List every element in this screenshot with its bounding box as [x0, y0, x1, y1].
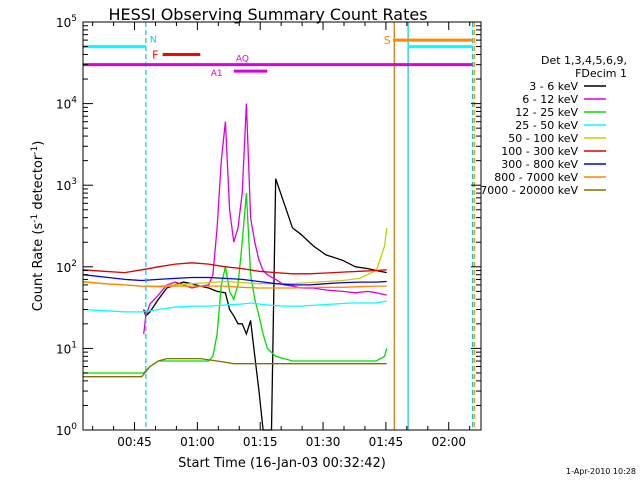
legend-entry-label: 25 - 50 keV [515, 119, 578, 132]
timestamp-footer: 1-Apr-2010 10:28 [566, 467, 636, 476]
x-tick-label: 01:45 [369, 435, 404, 449]
x-tick-label: 01:30 [306, 435, 341, 449]
series-line-7 [82, 274, 387, 286]
x-tick-label: 02:00 [431, 435, 466, 449]
series-line-2 [143, 103, 387, 335]
x-axis: 00:45 01:00 01:15 01:30 01:45 02:00 [92, 22, 471, 449]
plot-frame [82, 21, 482, 431]
overlay-layer: NF AQ A1 S [83, 22, 475, 430]
state-label-a1: A1 [211, 69, 223, 79]
chart-title: HESSI Observing Summary Count Rates [108, 5, 427, 24]
legend-entry-label: 6 - 12 keV [522, 93, 578, 106]
x-tick-label: 00:45 [117, 435, 152, 449]
y-tick-label: 103 [56, 177, 77, 193]
series-line-8 [82, 280, 387, 289]
state-label-n: N [150, 36, 157, 46]
state-label-s: S [384, 34, 391, 47]
legend-entry-label: 12 - 25 keV [515, 106, 578, 119]
state-label-f: F [152, 48, 158, 61]
y-axis-label: Count Rate (s-1 detector-1) [30, 141, 46, 312]
y-tick-label: 105 [56, 14, 77, 30]
series-line-6 [82, 262, 387, 275]
series-line-9 [83, 357, 387, 378]
legend-entry-label: 3 - 6 keV [529, 80, 578, 93]
legend-entry-label: 50 - 100 keV [508, 132, 578, 145]
x-tick-label: 01:15 [243, 435, 278, 449]
y-tick-label: 101 [56, 340, 77, 356]
y-axis: 100 101 102 103 104 105 [56, 14, 481, 438]
y-tick-label: 102 [56, 259, 77, 275]
legend-header-line-1: Det 1,3,4,5,6,9, [541, 54, 627, 67]
legend-entry-label: 300 - 800 keV [501, 158, 578, 171]
legend-entry-label: 100 - 300 keV [501, 145, 578, 158]
legend-entry-label: 7000 - 20000 keV [480, 184, 578, 197]
y-tick-label: 100 [56, 422, 77, 438]
series-line-4 [82, 300, 387, 313]
legend-entry-label: 800 - 7000 keV [494, 171, 578, 184]
legend-header-line-2: FDecim 1 [575, 67, 627, 80]
y-tick-label: 104 [56, 96, 77, 112]
state-label-aq: AQ [236, 55, 249, 65]
x-axis-label: Start Time (16-Jan-03 00:32:42) [178, 456, 386, 471]
x-tick-label: 01:00 [180, 435, 215, 449]
series-layer [82, 103, 388, 431]
